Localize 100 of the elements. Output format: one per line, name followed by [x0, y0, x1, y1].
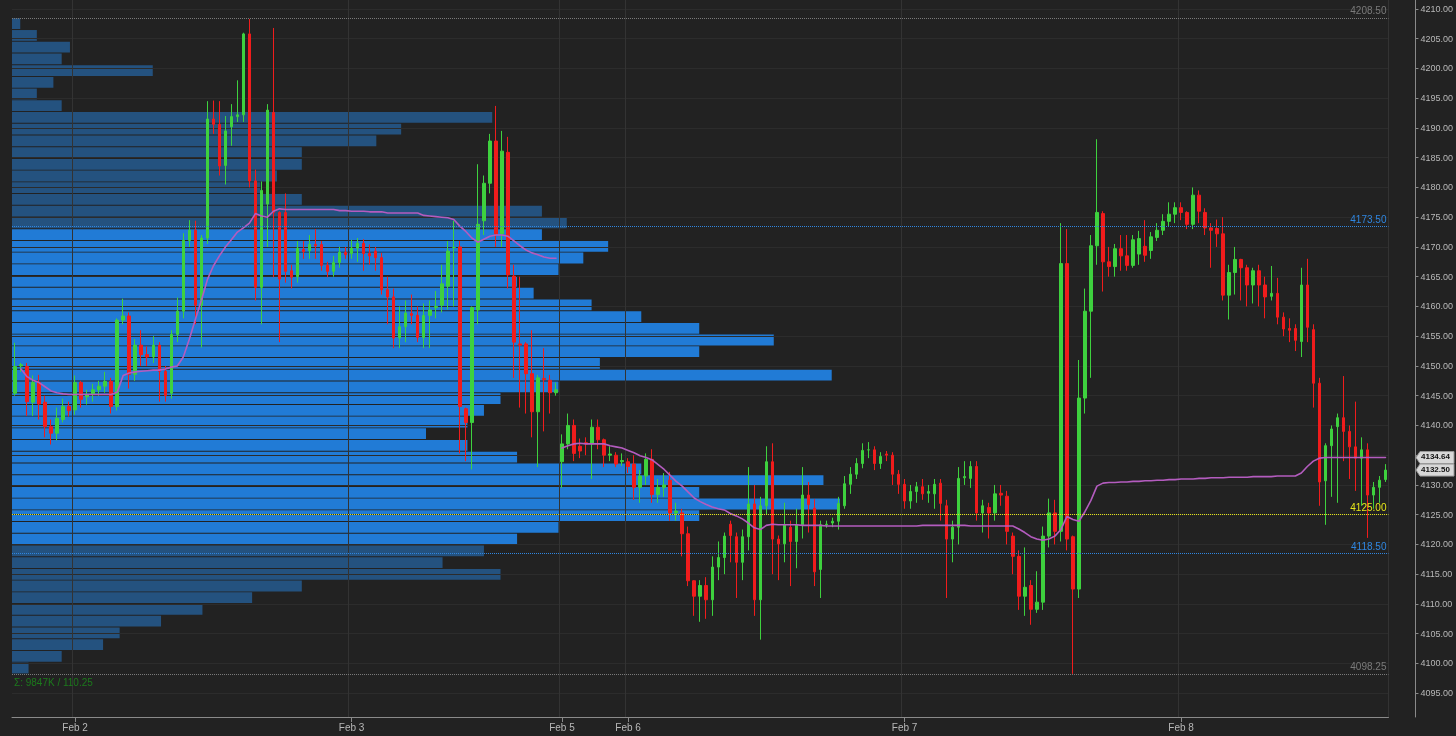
y-tick-label: 4125.00 — [1420, 509, 1454, 520]
candlestick — [698, 579, 702, 623]
candlestick — [1131, 234, 1135, 269]
candlestick — [97, 380, 101, 397]
candlestick — [1167, 201, 1171, 227]
candlestick — [176, 297, 179, 343]
candlestick — [819, 520, 822, 599]
annotation: Σ: 9847K / 110.25 — [14, 676, 94, 688]
candlestick — [1053, 499, 1057, 545]
candlestick — [386, 276, 389, 325]
x-tick-label: Feb 3 — [338, 721, 365, 733]
y-tick-label: 4190.00 — [1420, 122, 1454, 133]
candlestick — [1318, 377, 1321, 507]
candlestick — [1257, 264, 1261, 307]
candlestick — [566, 413, 570, 450]
candlestick — [242, 32, 245, 123]
candlestick — [476, 163, 480, 325]
candlestick — [284, 192, 287, 284]
candlestick — [109, 377, 113, 415]
candlestick — [602, 438, 606, 468]
candlestick — [19, 362, 23, 373]
candlestick — [1282, 311, 1285, 337]
candlestick — [145, 345, 149, 367]
candlestick — [43, 395, 47, 438]
candlestick — [975, 460, 978, 522]
y-tick-label: 4150.00 — [1420, 360, 1454, 371]
candlestick — [1330, 424, 1333, 498]
candlestick — [296, 240, 299, 284]
candlestick — [164, 365, 167, 403]
candlestick — [410, 294, 413, 325]
y-tick-label: 4185.00 — [1420, 152, 1454, 163]
candlestick — [885, 450, 888, 462]
candlestick — [452, 220, 456, 307]
candlestick — [963, 460, 966, 486]
candlestick — [218, 100, 221, 177]
candlestick — [1017, 549, 1021, 611]
candlestick — [951, 520, 954, 563]
candlestick — [807, 481, 810, 534]
candlestick — [308, 234, 311, 260]
candlestick — [1191, 186, 1195, 230]
candlestick — [903, 478, 906, 510]
candlestick — [338, 246, 341, 269]
candlestick — [278, 210, 281, 343]
candlestick — [1378, 475, 1381, 504]
candlestick — [470, 305, 474, 470]
candlestick — [139, 329, 143, 367]
candlestick — [248, 18, 251, 188]
candlestick — [200, 234, 203, 348]
candlestick — [170, 329, 173, 400]
candlestick — [67, 401, 71, 418]
candlestick — [813, 498, 816, 587]
y-tick-label: 4115.00 — [1420, 569, 1453, 580]
candlestick — [127, 311, 131, 390]
candlestick — [1203, 207, 1207, 236]
candlestick — [302, 240, 305, 260]
candlestick — [765, 445, 768, 516]
candlestick — [945, 499, 948, 599]
candlestick — [704, 576, 708, 620]
candlestick — [867, 441, 870, 459]
candlestick — [260, 180, 263, 325]
x-tick-label: Feb 5 — [549, 721, 576, 733]
candlestick — [1209, 222, 1213, 269]
candlestick — [212, 100, 215, 135]
candlestick — [55, 407, 59, 441]
candlestick — [1233, 246, 1237, 296]
candlestick — [1173, 201, 1177, 224]
candlestick — [158, 341, 161, 403]
candlestick — [909, 484, 912, 510]
x-tick-label: Feb 8 — [1168, 721, 1195, 733]
candlestick — [25, 362, 29, 417]
candlestick — [1065, 228, 1069, 551]
candlestick — [1047, 498, 1051, 548]
candlestick — [638, 469, 642, 504]
candlestick — [188, 219, 191, 248]
candlestick — [1113, 243, 1117, 278]
candlestick — [236, 79, 239, 123]
candlestick — [1270, 265, 1273, 301]
y-tick-label: 4100.00 — [1420, 658, 1454, 669]
candlestick — [103, 371, 107, 394]
candlestick — [224, 115, 227, 185]
candlestick — [488, 133, 492, 194]
y-tick-label: 4210.00 — [1420, 3, 1454, 14]
candlestick — [1384, 463, 1387, 483]
candlestick — [795, 508, 798, 569]
candlestick — [380, 252, 383, 296]
candlestick — [512, 264, 516, 379]
candlestick — [933, 478, 936, 510]
candlestick — [518, 276, 522, 409]
candlestick — [873, 445, 876, 471]
line-series — [20, 208, 557, 396]
candlestick — [614, 451, 618, 468]
y-tick-label: 4095.00 — [1420, 688, 1454, 699]
candlestick — [1083, 288, 1087, 415]
candlestick — [49, 418, 53, 445]
candlestick — [494, 105, 498, 248]
candlestick — [729, 520, 732, 563]
candlestick — [993, 484, 997, 522]
candlestick — [500, 130, 504, 248]
candlestick — [1095, 138, 1099, 266]
candlestick — [320, 240, 323, 272]
